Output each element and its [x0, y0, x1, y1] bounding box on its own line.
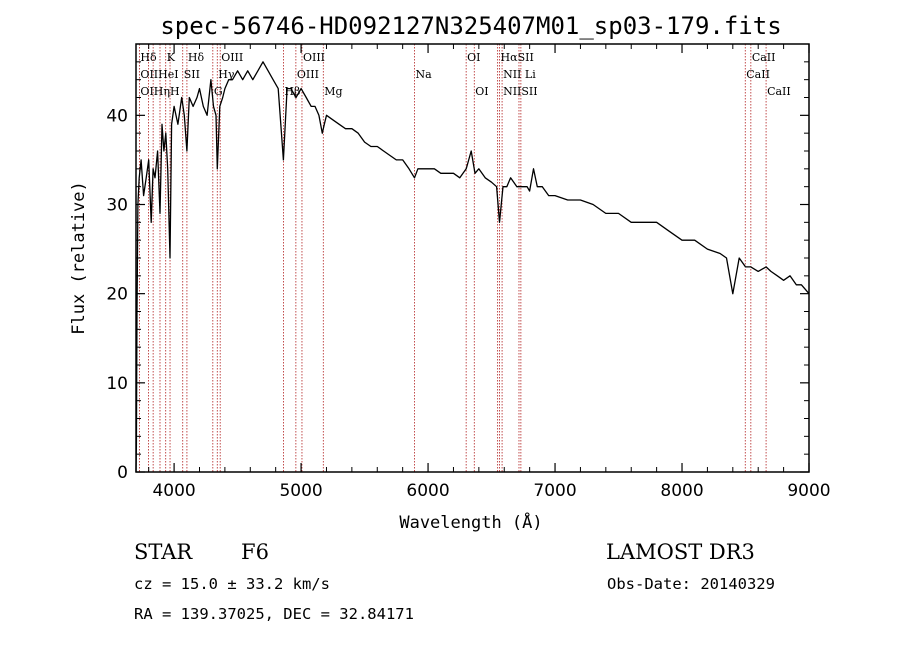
line-label-9: SII — [184, 68, 200, 81]
line-label-12: Na — [415, 68, 432, 81]
obs-date: Obs-Date: 20140329 — [607, 575, 775, 593]
axis-ticks: 4000 5000 6000 7000 8000 9000 0 10 20 30 40 — [106, 44, 831, 501]
line-label-17: Hβ — [284, 85, 300, 98]
x-tick-label-0: 4000 — [152, 481, 195, 501]
line-label-21: CaII — [767, 85, 791, 98]
line-label-1: K — [167, 51, 176, 64]
plot-frame — [135, 43, 810, 473]
x-tick-label-1: 5000 — [279, 481, 322, 501]
y-tick-label-4: 40 — [106, 106, 128, 126]
line-label-14: CaII — [746, 68, 770, 81]
y-tick-label-2: 20 — [106, 285, 128, 305]
line-label-16: G — [214, 85, 223, 98]
y-tick-label-3: 30 — [106, 196, 128, 216]
coordinates: RA = 139.37025, DEC = 32.84171 — [134, 605, 414, 623]
x-tick-label-5: 9000 — [787, 481, 830, 501]
spectral-line-labels: Hδ K Hδ OIII OIII OI HαSII CaII OIIHeI SII Hγ OIII N… — [140, 51, 790, 98]
line-label-10: Hγ — [218, 68, 235, 81]
spectral-marker-lines — [139, 44, 767, 472]
subclass: F6 — [241, 540, 269, 564]
line-label-20: NIISII — [503, 85, 538, 98]
y-tick-label-1: 10 — [106, 374, 128, 394]
x-axis-label: Wavelength (Å) — [399, 511, 542, 533]
line-label-13: NII Li — [503, 68, 536, 81]
x-tick-label-2: 6000 — [406, 481, 449, 501]
line-label-15: OIHηH — [140, 85, 179, 98]
cz-value: cz = 15.0 ± 33.2 km/s — [134, 575, 330, 593]
line-label-6: HαSII — [501, 51, 534, 64]
survey-name: LAMOST DR3 — [606, 540, 755, 564]
line-label-11: OIII — [297, 68, 319, 81]
line-label-19: OI — [475, 85, 488, 98]
series-line-flux — [135, 61, 810, 473]
line-label-3: OIII — [221, 51, 243, 64]
x-tick-label-3: 7000 — [533, 481, 576, 501]
object-type: STAR — [134, 540, 193, 564]
line-label-18: Mg — [324, 85, 342, 98]
line-label-4: OIII — [303, 51, 325, 64]
chart-title: spec-56746-HD092127N325407M01_sp03-179.f… — [160, 12, 781, 40]
line-label-8: OIIHeI — [140, 68, 178, 81]
line-label-5: OI — [467, 51, 480, 64]
line-label-7: CaII — [752, 51, 776, 64]
x-tick-label-4: 8000 — [660, 481, 703, 501]
line-label-0: Hδ — [140, 51, 157, 64]
y-axis-label: Flux (relative) — [69, 181, 89, 335]
y-tick-label-0: 0 — [117, 463, 128, 483]
line-label-2: Hδ — [188, 51, 205, 64]
